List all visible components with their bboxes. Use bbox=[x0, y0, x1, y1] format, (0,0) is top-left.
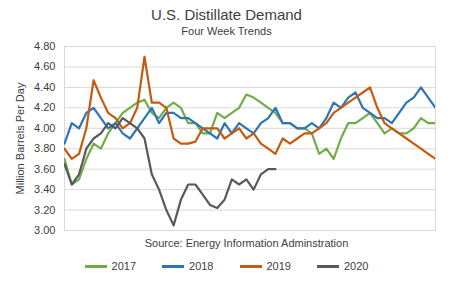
svg-text:4.60: 4.60 bbox=[34, 60, 55, 72]
html-text:Source: Energy Information Adm: Source: Energy Information Adminstration bbox=[144, 237, 349, 249]
svg-text:3.60: 3.60 bbox=[34, 163, 55, 175]
svg-text:3.20: 3.20 bbox=[34, 204, 55, 216]
svg-text:3.00: 3.00 bbox=[34, 224, 55, 236]
html-text:U.S. Distillate Demand: U.S. Distillate Demand bbox=[151, 6, 302, 23]
html-text:2017: 2017 bbox=[111, 260, 136, 272]
svg-text:4.20: 4.20 bbox=[34, 101, 55, 113]
html-text:2020: 2020 bbox=[344, 260, 369, 272]
svg-text:4.00: 4.00 bbox=[34, 122, 55, 134]
html-text:2018: 2018 bbox=[189, 260, 214, 272]
html-text:2019: 2019 bbox=[266, 260, 291, 272]
svg-text:Million Barrels Per Day: Million Barrels Per Day bbox=[14, 82, 26, 194]
svg-text:4.80: 4.80 bbox=[34, 40, 55, 52]
html-text:Four Week Trends: Four Week Trends bbox=[181, 25, 272, 37]
svg-text:3.40: 3.40 bbox=[34, 183, 55, 195]
svg-text:3.80: 3.80 bbox=[34, 142, 55, 154]
svg-text:4.40: 4.40 bbox=[34, 81, 55, 93]
